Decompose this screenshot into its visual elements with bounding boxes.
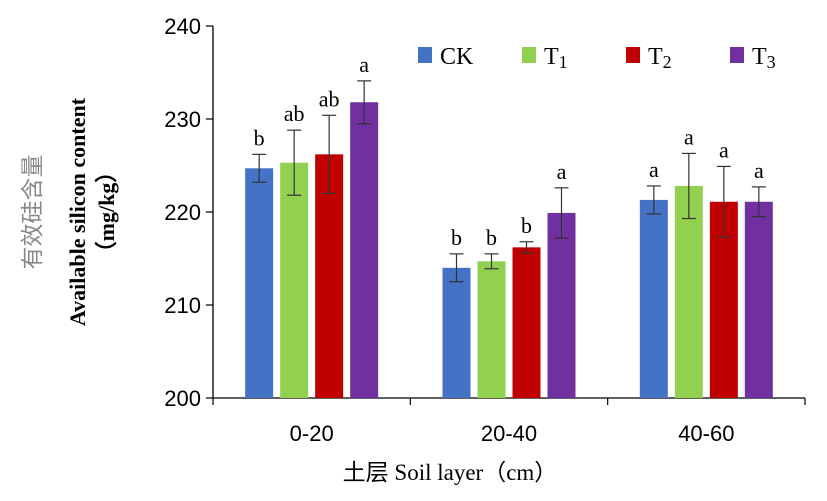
significance-label: a: [649, 157, 659, 182]
bar: [674, 185, 703, 398]
legend-swatch: [522, 47, 536, 63]
y-axis-title-english: Available silicon content: [65, 97, 90, 326]
y-tick-label: 210: [164, 293, 201, 318]
significance-label: b: [486, 225, 497, 250]
significance-label: a: [719, 137, 729, 162]
y-axis-title-unit: （mg/kg）: [94, 161, 119, 264]
y-tick-label: 200: [164, 386, 201, 411]
x-axis-title: 土层 Soil layer（cm）: [343, 460, 558, 485]
significance-label: ab: [284, 101, 305, 126]
bar: [744, 201, 773, 398]
bar: [280, 162, 309, 398]
bar: [547, 212, 576, 398]
significance-label: b: [451, 225, 462, 250]
significance-label: a: [557, 159, 567, 184]
y-tick-label: 220: [164, 200, 201, 225]
y-tick-label: 240: [164, 14, 201, 39]
legend-swatch: [418, 47, 432, 63]
legend-swatch: [626, 47, 640, 63]
legend-label: CK: [440, 44, 474, 70]
y-axis-title-chinese: 有效硅含量: [20, 155, 46, 270]
bar: [512, 247, 541, 398]
legend: CK T1 T2 T3: [418, 44, 776, 72]
legend-label: T1: [544, 44, 568, 72]
legend-label: T2: [648, 44, 672, 72]
bar: [350, 102, 379, 398]
x-tick-label: 20-40: [481, 421, 537, 446]
y-axis-title: 有效硅含量 Available silicon content （mg/kg）: [20, 97, 119, 326]
y-tick-label: 230: [164, 107, 201, 132]
legend-swatch: [730, 47, 744, 63]
significance-label: b: [521, 213, 532, 238]
bar: [639, 199, 668, 398]
bar: [315, 154, 344, 398]
significance-label: a: [684, 124, 694, 149]
x-tick-label: 40-60: [678, 421, 734, 446]
bar: [477, 261, 506, 398]
bar: [245, 168, 274, 398]
x-tick-label: 0-20: [290, 421, 334, 446]
significance-label: a: [359, 52, 369, 77]
bar: [442, 267, 471, 398]
legend-label: T3: [752, 44, 776, 72]
significance-label: ab: [319, 86, 340, 111]
significance-label: b: [254, 125, 265, 150]
significance-label: a: [754, 158, 764, 183]
